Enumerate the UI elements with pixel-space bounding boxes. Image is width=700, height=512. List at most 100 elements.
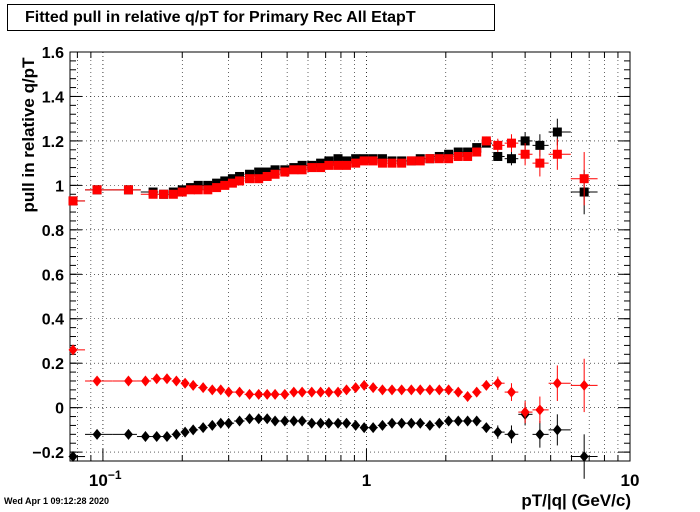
data-point-diamond <box>198 382 208 394</box>
data-point-diamond <box>307 417 317 429</box>
data-point-square <box>368 156 378 166</box>
data-point-square <box>472 147 482 157</box>
x-tick-label: 10 <box>621 471 640 490</box>
data-point-diamond <box>368 382 378 394</box>
data-point-diamond <box>198 422 208 434</box>
data-point-diamond <box>262 388 272 400</box>
data-point-diamond <box>254 413 264 425</box>
data-point-square <box>92 185 102 195</box>
y-tick-label: 0 <box>55 401 64 418</box>
data-point-square <box>444 154 454 164</box>
data-point-diamond <box>406 417 416 429</box>
data-point-diamond <box>359 379 369 391</box>
data-point-diamond <box>188 424 198 436</box>
data-point-square <box>342 160 352 170</box>
data-point-diamond <box>506 386 516 398</box>
data-point-diamond <box>171 428 181 440</box>
data-point-diamond <box>140 431 150 443</box>
data-point-diamond <box>280 415 290 427</box>
data-point-square <box>481 136 491 146</box>
data-point-diamond <box>333 386 343 398</box>
data-point-square <box>316 163 326 173</box>
data-point-diamond <box>434 384 444 396</box>
y-tick-label: 1.2 <box>42 134 64 151</box>
data-point-diamond <box>579 451 589 463</box>
data-point-diamond <box>224 386 234 398</box>
data-point-diamond <box>188 379 198 391</box>
data-point-square <box>493 140 503 150</box>
data-point-square <box>270 169 280 179</box>
data-point-square <box>552 127 562 137</box>
data-point-square <box>351 158 361 168</box>
data-point-square <box>159 189 169 199</box>
data-point-diamond <box>289 415 299 427</box>
data-point-diamond <box>123 428 133 440</box>
data-point-square <box>280 167 290 177</box>
data-point-square <box>203 185 213 195</box>
data-point-square <box>235 176 245 186</box>
data-point-square <box>254 174 264 184</box>
data-point-diamond <box>245 413 255 425</box>
data-point-diamond <box>453 415 463 427</box>
data-point-diamond <box>377 419 387 431</box>
data-point-diamond <box>140 375 150 387</box>
data-point-square <box>377 158 387 168</box>
data-point-square <box>68 196 78 206</box>
data-point-square <box>406 156 416 166</box>
data-point-diamond <box>262 413 272 425</box>
data-point-diamond <box>254 388 264 400</box>
data-point-square <box>520 136 530 146</box>
data-point-square <box>453 151 463 161</box>
plot-frame <box>69 51 631 462</box>
data-point-square <box>297 165 307 175</box>
data-point-square <box>425 154 435 164</box>
data-point-diamond <box>342 417 352 429</box>
data-point-diamond <box>216 384 226 396</box>
data-point-diamond <box>463 415 473 427</box>
data-point-diamond <box>397 417 407 429</box>
data-point-diamond <box>535 428 545 440</box>
y-tick-label: 0.8 <box>42 223 64 240</box>
data-point-diamond <box>493 426 503 438</box>
y-tick-label: 0.6 <box>42 267 64 284</box>
data-point-diamond <box>453 386 463 398</box>
data-point-diamond <box>377 384 387 396</box>
data-point-diamond <box>297 386 307 398</box>
data-point-diamond <box>324 417 334 429</box>
y-tick-label: −0.2 <box>32 445 64 462</box>
data-point-square <box>463 151 473 161</box>
data-point-diamond <box>316 386 326 398</box>
data-point-square <box>186 185 196 195</box>
data-point-diamond <box>444 415 454 427</box>
data-point-diamond <box>481 422 491 434</box>
data-point-diamond <box>316 417 326 429</box>
data-point-square <box>397 158 407 168</box>
data-point-diamond <box>270 388 280 400</box>
data-point-square <box>387 158 397 168</box>
data-point-diamond <box>520 406 530 418</box>
data-point-diamond <box>351 419 361 431</box>
data-point-square <box>333 160 343 170</box>
data-point-diamond <box>425 419 435 431</box>
data-point-square <box>254 167 264 177</box>
data-point-square <box>520 149 530 159</box>
data-point-square <box>552 149 562 159</box>
data-point-diamond <box>387 417 397 429</box>
data-point-square <box>168 189 178 199</box>
data-point-square <box>333 154 343 164</box>
data-point-diamond <box>216 417 226 429</box>
data-point-diamond <box>387 384 397 396</box>
data-point-diamond <box>245 388 255 400</box>
data-point-diamond <box>552 377 562 389</box>
data-point-diamond <box>235 415 245 427</box>
data-point-square <box>177 187 187 197</box>
data-point-square <box>262 171 272 181</box>
data-point-square <box>434 154 444 164</box>
data-point-diamond <box>493 377 503 389</box>
data-point-diamond <box>552 424 562 436</box>
data-point-diamond <box>207 384 217 396</box>
data-point-square <box>535 158 545 168</box>
data-point-diamond <box>342 384 352 396</box>
y-tick-label: 1.6 <box>42 45 64 62</box>
